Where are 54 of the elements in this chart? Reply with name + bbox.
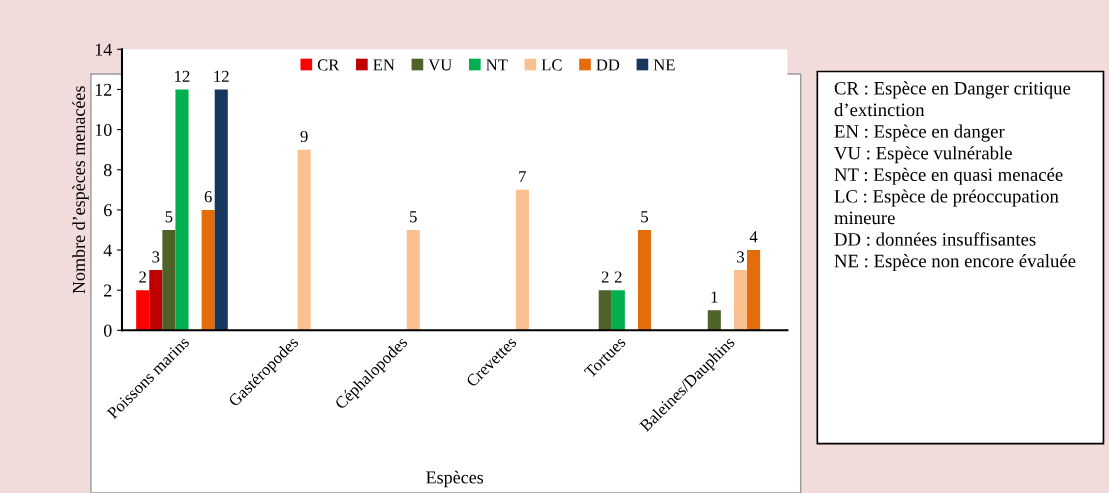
bar [406,229,420,331]
y-tick-label: 10 [95,123,112,137]
bar [598,290,612,331]
y-tick-label: 6 [104,204,112,217]
data-label: 9 [300,130,308,143]
data-label: 3 [152,251,160,263]
text: CR : Espèce en Danger critique d’extinction [834,81,1071,117]
bar [201,209,215,331]
y-tick-label: 0 [103,324,112,337]
data-label: 1 [711,291,718,303]
bar [707,310,721,331]
x-axis-title: Espèces [426,470,484,488]
text: NT : Espèce en quasi menacée [834,167,1063,185]
legend-label: NT [486,59,508,71]
data-label: 4 [749,231,758,243]
data-label: 12 [214,70,229,82]
legend-label: DD [596,59,620,71]
bar [747,250,761,331]
text: LC : Espèce de préoccupation mineure [834,189,1059,225]
bar [162,229,176,331]
legend-label: NE [653,59,675,71]
y-tick-label: 14 [95,43,112,56]
data-label: 2 [614,271,622,283]
data-label: 5 [641,211,649,223]
legend-label: LC [541,59,562,71]
bar [149,270,163,331]
bar [515,189,529,331]
text: DD : données insuffisantes [834,232,1036,246]
y-tick-label: 2 [104,284,112,297]
y-tick-label: 4 [103,244,112,257]
text: EN : Espèce en danger [834,124,1005,142]
data-label: 3 [737,251,744,263]
data-label: 5 [165,211,173,223]
bar [214,89,228,331]
data-label: 6 [204,191,212,203]
bar [297,149,311,331]
y-axis-title: Nombre d’espèces menacées [72,86,89,294]
bar [733,270,748,331]
text: NE : Espèce non encore évaluée [834,254,1076,272]
data-label: 2 [139,271,146,283]
legend-label: CR [317,59,340,71]
data-label: 12 [175,70,190,82]
bar [637,229,652,331]
data-label: 2 [601,271,609,283]
y-tick-label: 8 [103,163,112,177]
data-label: 5 [410,211,417,223]
legend-label: VU [428,59,452,71]
bar [175,89,189,331]
bar [136,290,150,331]
data-label: 7 [519,171,527,183]
text: VU : Espèce vulnérable [834,146,1012,164]
legend-label: EN [373,59,395,71]
y-tick-label: 12 [95,83,112,96]
bar [611,290,625,331]
